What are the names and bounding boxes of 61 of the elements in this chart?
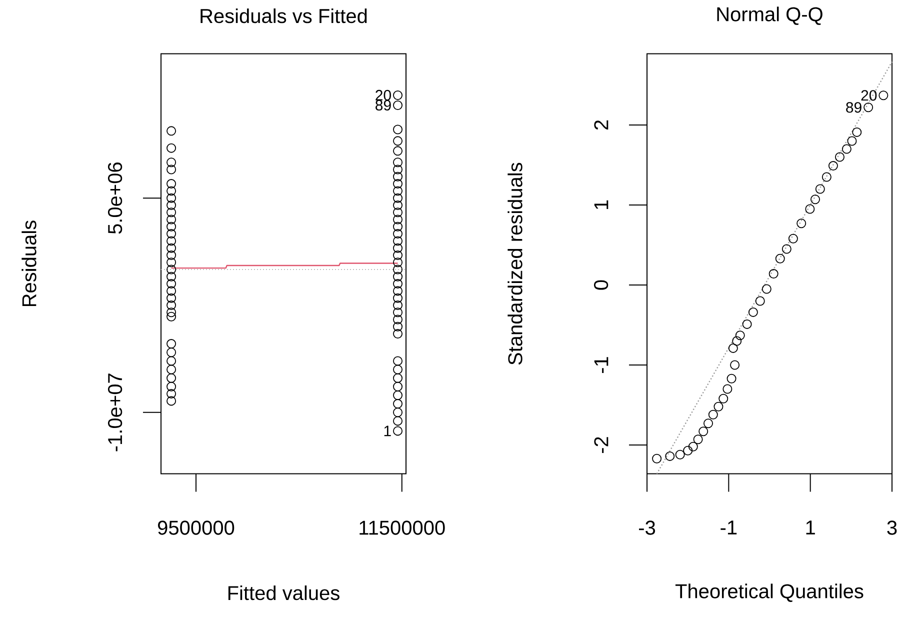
point xyxy=(730,360,740,370)
x-axis-title: Fitted values xyxy=(228,586,340,600)
point xyxy=(775,254,785,264)
point xyxy=(852,128,862,138)
point xyxy=(788,234,798,244)
annotation: 1 xyxy=(384,426,391,436)
y-tick-label: 0 xyxy=(594,280,608,290)
point xyxy=(828,161,838,171)
point xyxy=(782,244,792,254)
x-axis-title: Theoretical Quantiles xyxy=(675,584,864,602)
point xyxy=(652,454,662,464)
y-axis-title: Residuals xyxy=(22,220,36,306)
point xyxy=(748,308,758,318)
point xyxy=(732,336,742,346)
point xyxy=(698,426,708,436)
x-tick-label: 11500000 xyxy=(360,520,445,535)
point xyxy=(665,452,675,462)
point xyxy=(755,296,765,306)
point xyxy=(726,374,736,384)
point xyxy=(675,450,685,460)
point xyxy=(822,172,832,182)
point xyxy=(847,136,857,146)
point xyxy=(796,218,806,228)
point xyxy=(693,434,703,444)
point xyxy=(704,418,714,428)
point xyxy=(718,394,728,404)
chart-title: Normal Q-Q xyxy=(717,6,822,26)
x-tick-label: -3 xyxy=(639,520,656,535)
x-tick-label: 3 xyxy=(887,520,897,535)
y-axis-title: Standardized residuals xyxy=(508,162,522,365)
x-tick-label: 9500000 xyxy=(158,520,234,535)
point xyxy=(708,410,718,420)
annotation: 20 xyxy=(376,90,391,101)
point xyxy=(864,102,874,112)
point xyxy=(768,269,778,279)
point xyxy=(878,90,888,100)
y-tick-label: 2 xyxy=(594,120,608,130)
point xyxy=(834,152,844,162)
chart-title: Residuals vs Fitted xyxy=(200,8,367,24)
annotation: 89 xyxy=(846,102,862,113)
point xyxy=(735,330,745,340)
annotation: 20 xyxy=(861,90,877,101)
x-tick-label: -1 xyxy=(720,520,737,535)
annotation: 89 xyxy=(376,100,391,111)
y-tick-label: 5.0e+06 xyxy=(108,162,122,234)
point xyxy=(842,144,852,154)
y-tick-label: 1 xyxy=(594,200,608,210)
y-tick-label: -1 xyxy=(594,357,608,374)
point xyxy=(714,402,724,412)
point xyxy=(688,442,698,452)
x-tick-label: 1 xyxy=(806,520,815,535)
point xyxy=(805,204,815,214)
point xyxy=(762,284,772,294)
y-tick-label: -1.0e+07 xyxy=(108,374,122,452)
point xyxy=(815,184,825,194)
point xyxy=(742,320,752,330)
y-tick-label: -2 xyxy=(594,437,608,454)
point xyxy=(722,384,732,394)
point xyxy=(683,446,693,456)
point xyxy=(810,194,820,204)
point xyxy=(728,344,738,354)
